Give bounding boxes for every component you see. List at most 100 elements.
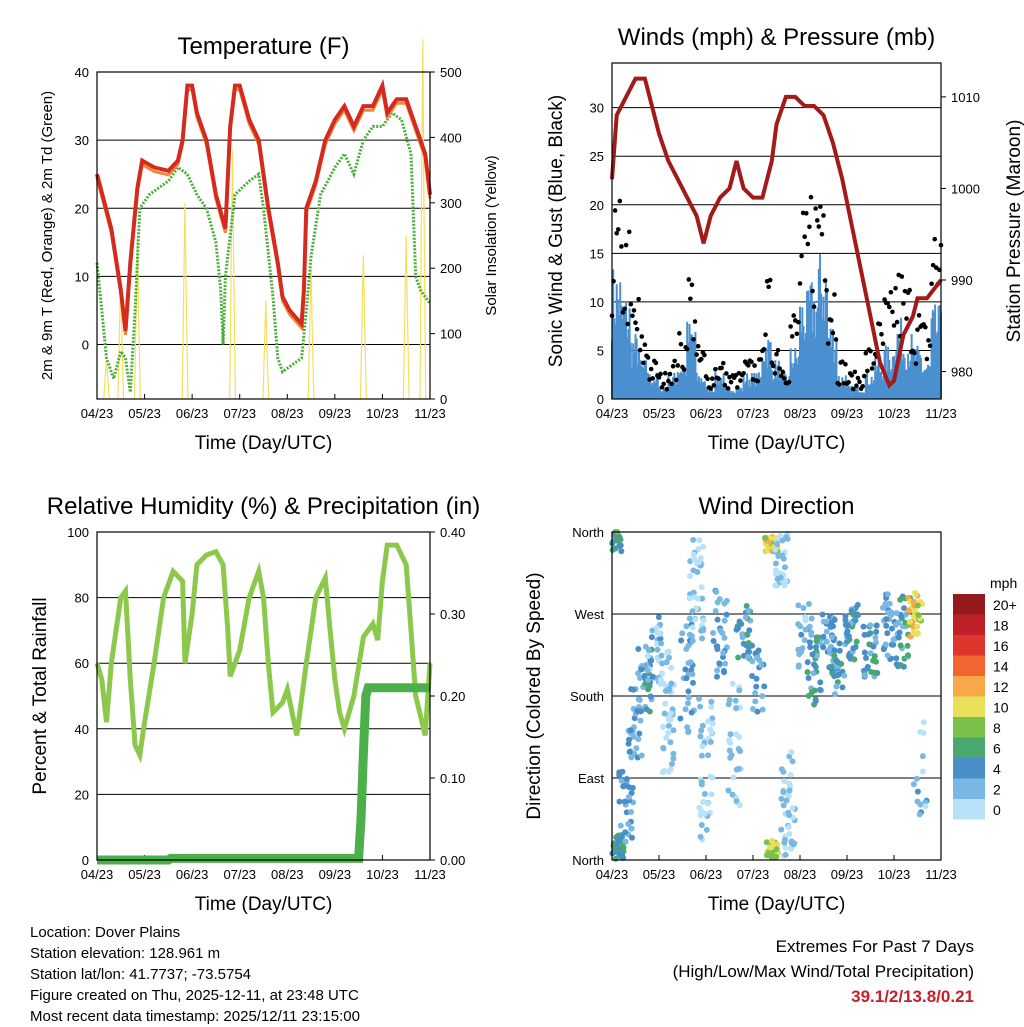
gust-point (786, 379, 792, 385)
gust-point (684, 346, 690, 352)
direction-point (804, 669, 811, 676)
direction-point (774, 540, 781, 547)
gust-point (887, 304, 892, 310)
y-axis-label: Sonic Wind & Gust (Blue, Black) (546, 95, 567, 367)
direction-point (808, 629, 815, 636)
direction-point (763, 839, 770, 846)
direction-point (701, 791, 708, 798)
gust-point (868, 348, 873, 354)
gust-point (752, 363, 757, 368)
y2-tick-label: 980 (951, 365, 973, 380)
gust-point (769, 360, 775, 365)
y2-tick-label: 990 (951, 273, 973, 288)
x-tick-label: 08/23 (271, 406, 304, 421)
direction-point (868, 668, 875, 675)
direction-point (772, 571, 779, 578)
x-tick-label: 11/23 (925, 867, 957, 882)
gust-point (724, 371, 729, 376)
direction-point (735, 654, 742, 661)
direction-point (626, 748, 633, 755)
direction-point (770, 840, 777, 847)
direction-point (667, 716, 674, 723)
direction-point (704, 800, 711, 807)
y-tick-label: 20 (75, 201, 89, 216)
gust-point (893, 285, 898, 291)
gust-point (699, 356, 704, 362)
gust-point (667, 371, 673, 377)
direction-point (699, 543, 706, 550)
gust-point (708, 386, 713, 391)
legend-label: 16 (993, 638, 1009, 654)
gust-point (642, 342, 648, 348)
gust-point (633, 320, 638, 325)
direction-point (668, 760, 675, 767)
direction-point (745, 607, 752, 614)
direction-point (697, 833, 704, 840)
direction-point (666, 654, 673, 661)
direction-point (768, 851, 775, 858)
direction-point (691, 594, 698, 601)
direction-point (897, 642, 904, 649)
direction-point (620, 783, 627, 790)
x-tick-label: 10/23 (878, 406, 911, 421)
direction-point (831, 647, 838, 654)
direction-point (699, 743, 706, 750)
direction-point (795, 621, 802, 628)
direction-point (661, 710, 668, 717)
direction-point (782, 851, 789, 858)
direction-point (638, 666, 645, 673)
gust-point (819, 231, 825, 237)
direction-point (708, 729, 715, 736)
x-tick-label: 07/23 (737, 406, 770, 421)
direction-point (755, 647, 762, 654)
gust-point (796, 319, 801, 325)
gust-point (761, 346, 767, 352)
direction-point (714, 616, 721, 623)
direction-point (810, 670, 817, 677)
direction-point (772, 560, 779, 567)
gust-point (843, 361, 848, 367)
direction-point (786, 787, 793, 794)
direction-point (805, 675, 812, 682)
gust-point (832, 292, 837, 297)
direction-point (905, 652, 912, 659)
direction-point (848, 608, 855, 615)
plot-frame (611, 531, 942, 861)
direction-point (683, 675, 690, 682)
x-tick-label: 04/23 (596, 406, 629, 421)
direction-point (787, 771, 794, 778)
direction-point (697, 703, 704, 710)
gust-point (664, 386, 670, 392)
direction-point (697, 733, 704, 740)
direction-point (698, 727, 705, 734)
gust-point (780, 369, 786, 375)
gust-point (735, 385, 740, 390)
direction-point (746, 627, 753, 634)
direction-point (617, 542, 624, 549)
direction-point (910, 630, 917, 637)
solar-spike (402, 235, 410, 400)
direction-point (861, 631, 868, 638)
gust-point (808, 194, 814, 200)
y-tick-label: 60 (75, 656, 89, 671)
direction-point (883, 616, 890, 623)
gust-point (614, 231, 619, 236)
gust-point (850, 386, 856, 392)
direction-point (730, 774, 737, 781)
legend-label: 10 (993, 700, 1009, 716)
direction-point (707, 773, 714, 780)
direction-point (829, 634, 836, 641)
gust-point (803, 211, 809, 216)
direction-point (839, 684, 846, 691)
y-tick-label: South (570, 689, 604, 704)
direction-point (616, 798, 623, 805)
direction-point (683, 623, 690, 630)
x-tick-label: 11/23 (414, 867, 446, 882)
direction-point (873, 628, 880, 635)
gust-point (713, 366, 718, 372)
direction-point (644, 653, 651, 660)
extremes-title: Extremes For Past 7 Days (775, 937, 974, 956)
direction-point (712, 608, 719, 615)
direction-point (893, 655, 900, 662)
direction-point (841, 672, 848, 679)
